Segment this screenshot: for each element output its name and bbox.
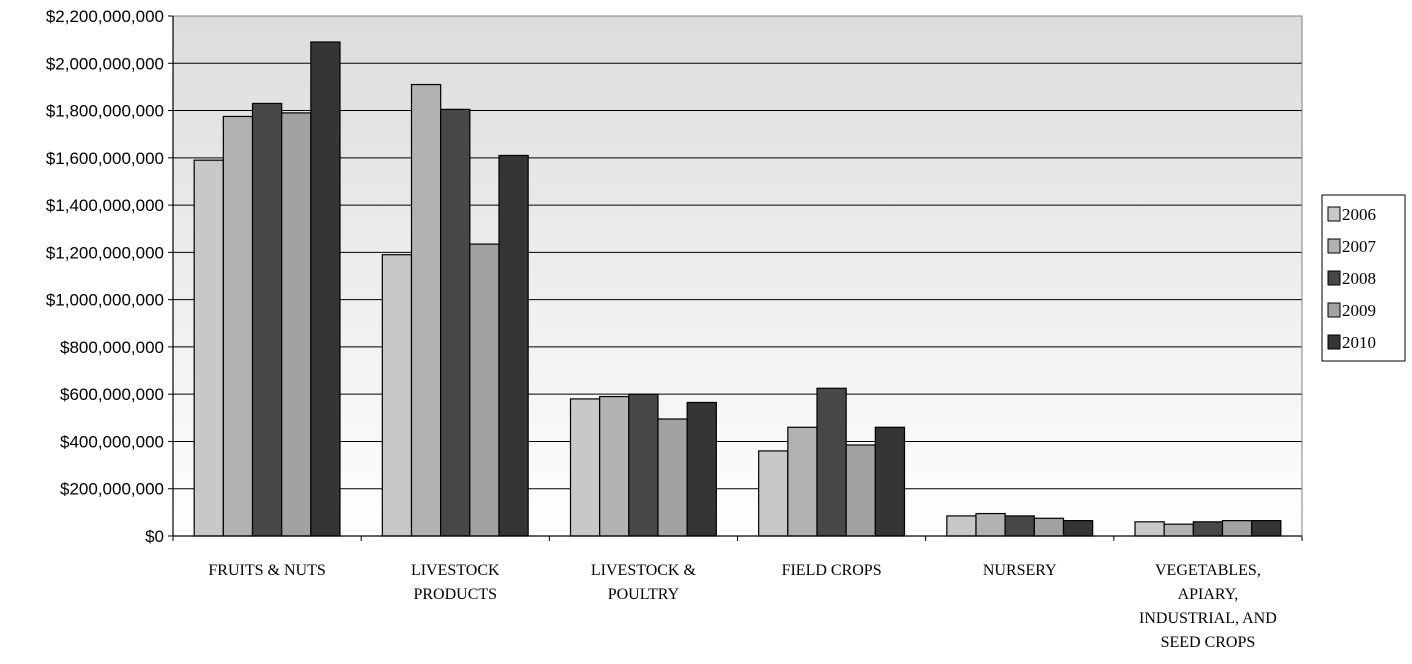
- y-tick-label: $1,200,000,000: [46, 243, 164, 262]
- bar-2008-5: [1192, 521, 1224, 537]
- bar-2009-3: [845, 444, 876, 537]
- y-tick-label: $1,400,000,000: [46, 196, 164, 215]
- legend-label-2010: 2010: [1342, 333, 1376, 352]
- x-tick-label: LIVESTOCK & POULTRY: [591, 562, 697, 603]
- bar-2010-4: [1062, 520, 1094, 537]
- x-tick-label: LIVESTOCK PRODUCTS: [411, 562, 500, 603]
- y-tick-label: $2,200,000,000: [46, 7, 164, 26]
- x-tick-label: NURSERY: [983, 562, 1057, 579]
- legend-label-2007: 2007: [1342, 237, 1377, 256]
- y-tick-label: $1,800,000,000: [46, 102, 164, 121]
- legend-swatch-2006: [1327, 206, 1341, 222]
- bar-2010-0: [310, 41, 341, 537]
- bar-2008-3: [816, 387, 847, 537]
- y-tick-label: $2,000,000,000: [46, 54, 164, 73]
- x-tick-label: FIELD CROPS: [782, 562, 882, 579]
- bar-2010-3: [874, 426, 906, 537]
- legend: 2006 2007 2008 2009 2010: [1321, 194, 1406, 362]
- y-tick-label: $200,000,000: [60, 480, 164, 499]
- bar-2006-1: [381, 254, 413, 537]
- legend-swatch-2007: [1327, 238, 1341, 254]
- bar-2009-2: [657, 418, 688, 537]
- bar-2007-1: [410, 83, 442, 537]
- legend-label-2006: 2006: [1342, 205, 1376, 224]
- bar-2007-3: [787, 426, 818, 537]
- bar-2009-5: [1221, 520, 1253, 537]
- legend-swatch-2010: [1327, 334, 1341, 350]
- bar-2006-3: [758, 450, 789, 537]
- y-tick-label: $1,000,000,000: [46, 291, 164, 310]
- legend-label-2009: 2009: [1342, 301, 1376, 320]
- y-tick-label: $1,600,000,000: [46, 149, 164, 168]
- y-tick-label: $0: [145, 527, 164, 546]
- bar-2008-1: [440, 108, 471, 537]
- y-tick-label: $400,000,000: [60, 432, 164, 451]
- bar-2006-0: [193, 159, 224, 537]
- bar-2009-1: [469, 243, 500, 537]
- y-tick-label: $800,000,000: [60, 338, 164, 357]
- bar-2006-4: [946, 515, 977, 537]
- bar-2009-4: [1033, 517, 1065, 537]
- bar-2007-4: [975, 512, 1006, 537]
- bar-2010-1: [498, 154, 529, 537]
- bar-2008-2: [628, 393, 659, 537]
- plot-background: [173, 16, 1302, 536]
- bar-2009-0: [281, 112, 312, 537]
- x-tick-label: VEGETABLES, APIARY, INDUSTRIAL, AND SEED CR…: [1139, 562, 1277, 651]
- legend-label-2008: 2008: [1342, 269, 1376, 288]
- bar-2006-5: [1134, 521, 1165, 537]
- legend-swatch-2009: [1327, 302, 1341, 318]
- bar-2010-5: [1251, 520, 1282, 537]
- bar-2010-2: [686, 401, 717, 537]
- bar-2007-5: [1163, 523, 1194, 537]
- bar-2007-0: [222, 115, 254, 537]
- x-tick-label: FRUITS & NUTS: [208, 562, 325, 579]
- plot-area: $0 $200,000,000 $400,000,000 $600,000,000 $8…: [46, 7, 1303, 651]
- y-tick-label: $600,000,000: [60, 385, 164, 404]
- legend-swatch-2008: [1327, 270, 1341, 286]
- bar-2007-2: [599, 395, 630, 537]
- bar-2008-4: [1004, 515, 1035, 537]
- bar-2008-0: [251, 102, 283, 537]
- bar-2006-2: [569, 398, 601, 537]
